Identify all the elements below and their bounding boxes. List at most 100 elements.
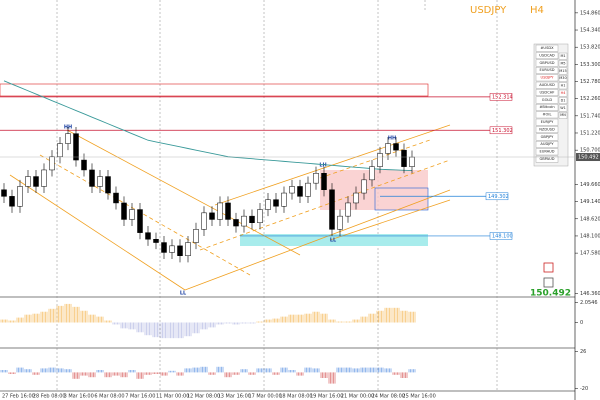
- candle-body: [217, 202, 223, 220]
- candle-body: [249, 215, 255, 223]
- candle-body: [137, 209, 143, 233]
- timeframe-button[interactable]: [558, 111, 568, 119]
- timeframe-button[interactable]: [558, 52, 568, 60]
- symbol-label: EURUSD: [539, 68, 554, 72]
- x-tick-label: 17 Mar 00:00: [248, 394, 281, 400]
- candle-body: [177, 245, 183, 257]
- pattern-label: LH: [319, 163, 326, 169]
- candle-body: [57, 143, 63, 158]
- close-button[interactable]: [543, 262, 554, 273]
- symbol-button[interactable]: [535, 44, 559, 52]
- current-price-box: [576, 153, 600, 162]
- candle-body: [337, 215, 343, 230]
- symbol-button[interactable]: [535, 126, 559, 134]
- settings-button[interactable]: [543, 277, 554, 288]
- x-tick-label: 21 Mar 00:00: [341, 394, 374, 400]
- y-tick-label: 147.580: [580, 251, 600, 257]
- candle-body: [193, 229, 199, 243]
- level-label-box: [485, 192, 509, 201]
- symbol-button[interactable]: [535, 148, 559, 156]
- current-price-label: 150.492: [578, 155, 599, 161]
- y-tick-label: 151.740: [580, 113, 600, 119]
- symbol: USDJPY: [470, 5, 507, 16]
- y-tick-label: 2.0546: [580, 300, 598, 306]
- candle-body: [97, 176, 103, 187]
- current-price: 150.492: [530, 289, 571, 299]
- symbol-button[interactable]: [535, 59, 559, 67]
- supply-zone: [0, 83, 429, 97]
- candle-body: [377, 153, 383, 167]
- level-label: 148.100: [492, 233, 513, 239]
- symbol-button[interactable]: [535, 118, 559, 126]
- timeframe-button[interactable]: [558, 82, 568, 90]
- symbol-button[interactable]: [535, 133, 559, 141]
- channels: [9, 124, 451, 291]
- candle-body: [281, 192, 287, 207]
- timeframe-button[interactable]: [558, 104, 568, 112]
- candle-body: [89, 169, 95, 187]
- symbol-button[interactable]: [535, 81, 559, 89]
- symbol-button[interactable]: [535, 155, 559, 163]
- candle-body: [321, 173, 327, 190]
- symbol-button[interactable]: [535, 111, 559, 119]
- y-tick-label: 148.100: [580, 233, 600, 239]
- y-tick-label: 153.300: [580, 62, 600, 68]
- x-tick-label: 12 Mar 08:00: [187, 394, 220, 400]
- symbol-button[interactable]: [535, 140, 559, 148]
- level-label: 149.302: [488, 194, 509, 200]
- y-tick-label: 26: [580, 349, 586, 355]
- symbol-button[interactable]: [535, 96, 559, 104]
- candle-body: [201, 212, 207, 230]
- timeframe-label: M15: [559, 69, 566, 73]
- timeframe-button[interactable]: [558, 60, 568, 68]
- timeframe-button[interactable]: [558, 74, 568, 82]
- y-tick-label: 154.860: [580, 10, 600, 16]
- symbol-label: AUDUSD: [539, 83, 555, 87]
- symbol-label: GBPJPY: [541, 135, 555, 139]
- timeframe-label: D1: [561, 98, 566, 102]
- level-label-box: [489, 126, 513, 135]
- x-tick-label: 13 Mar 16:00: [218, 394, 251, 400]
- candle-body: [409, 156, 415, 167]
- candle-body: [73, 133, 79, 161]
- candle-body: [65, 133, 71, 144]
- symbol-button[interactable]: [535, 74, 559, 82]
- candle-body: [353, 192, 359, 204]
- y-tick-label: 154.340: [580, 28, 600, 34]
- candle-body: [345, 202, 351, 217]
- symbol-button[interactable]: [535, 52, 559, 60]
- symbol-label: #USDX: [540, 46, 554, 50]
- symbol-button[interactable]: [535, 103, 559, 111]
- candle-body: [153, 239, 159, 243]
- symbol-label: #Bitcoin: [539, 105, 554, 109]
- level-label-box: [489, 232, 513, 240]
- symbol-panel: #USDX USDCAD GBPUSD EURUSD USDJPY AUDUSD USDCH…: [533, 43, 569, 167]
- level-label: 151.302: [492, 128, 513, 134]
- y-tick-label: 152.260: [580, 96, 600, 102]
- candle-body: [81, 159, 87, 171]
- x-tick-label: 3 Mar 16:00: [64, 394, 94, 400]
- candle-body: [1, 189, 7, 197]
- y-tick-label: 149.660: [580, 182, 600, 188]
- symbol-label: USDJPY: [540, 76, 554, 80]
- symbol-label: EURJPY: [541, 120, 555, 124]
- candle-body: [265, 199, 271, 210]
- candle-body: [233, 219, 239, 227]
- symbol-button[interactable]: [535, 89, 559, 97]
- demand-zone: [240, 234, 428, 246]
- x-tick-label: 24 Mar 08:00: [372, 394, 405, 400]
- timeframe-button[interactable]: [558, 97, 568, 105]
- candle-body: [17, 186, 23, 207]
- candle-body: [185, 242, 191, 257]
- x-tick-label: 28 Feb 08:00: [33, 394, 66, 400]
- symbol-label: GBPAUD: [539, 157, 554, 161]
- candle-body: [305, 182, 311, 197]
- y-tick-label: 149.140: [580, 199, 600, 205]
- timeframe-button[interactable]: [558, 67, 568, 75]
- symbol-button[interactable]: [535, 66, 559, 74]
- candle-body: [169, 245, 175, 253]
- timeframe-button[interactable]: [558, 89, 568, 97]
- timeframe-label: W1: [560, 106, 566, 110]
- timeframe-label: H1: [561, 84, 566, 88]
